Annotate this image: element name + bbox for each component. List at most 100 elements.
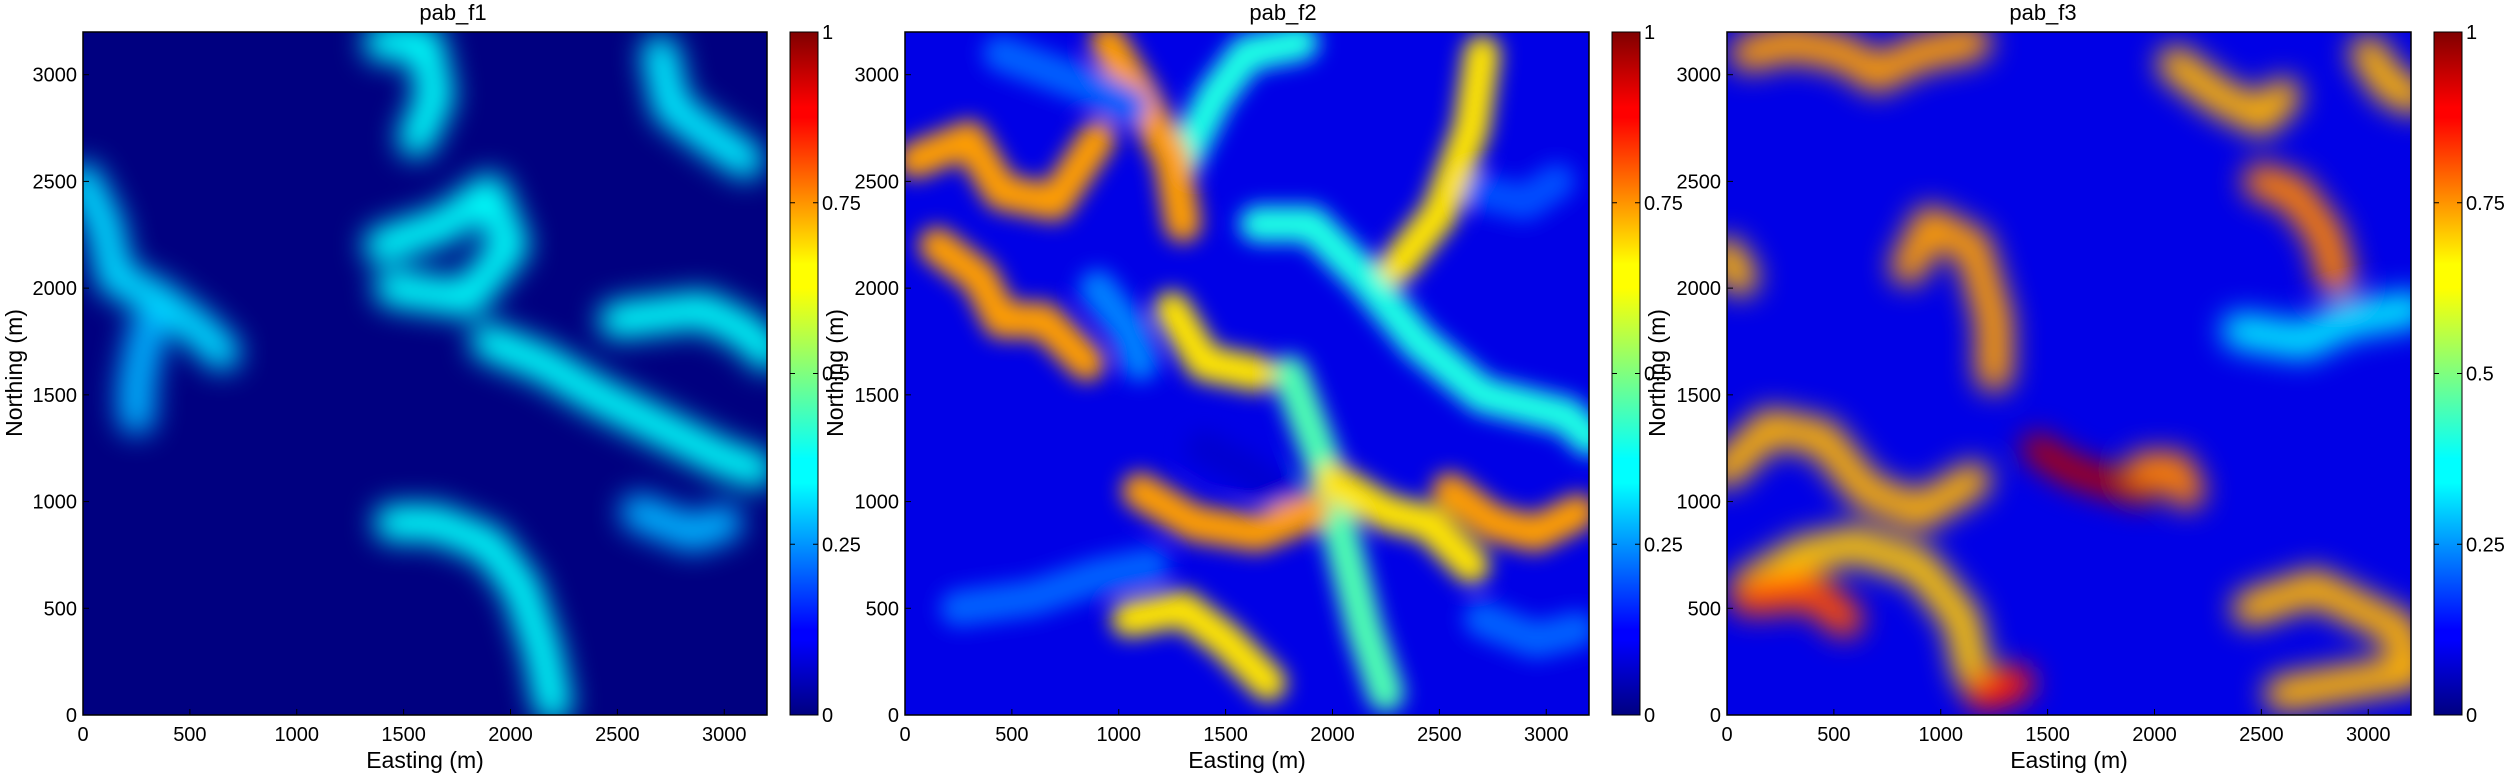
field-region <box>2021 433 2159 506</box>
field-region <box>983 35 1148 125</box>
field-region <box>83 163 241 371</box>
colorbar-tick-label: 0.5 <box>2466 364 2494 386</box>
field-region <box>374 504 572 715</box>
x-tick-label: 1000 <box>1919 724 1964 746</box>
x-axis-ticks: 0 500 1000 1500 2000 2500 3000 <box>899 709 1569 746</box>
y-axis-label: Northing (m) <box>1644 309 1670 437</box>
colorbar-tick-label: 1 <box>822 22 833 44</box>
y-tick-label: 3000 <box>1677 65 1722 87</box>
colorbar-tick-label: 1 <box>2466 22 2477 44</box>
y-tick-label: 1500 <box>1677 385 1722 407</box>
field-region <box>940 547 1169 627</box>
x-tick-label: 2000 <box>1310 724 1355 746</box>
colorbar-tick-label: 0 <box>2466 705 2477 727</box>
x-tick-label: 2500 <box>1417 724 1462 746</box>
field-region <box>1727 237 1758 296</box>
field-region <box>2125 451 2205 510</box>
field-region <box>2157 45 2301 136</box>
heatmap-plot-area <box>83 32 767 715</box>
y-tick-label: 2500 <box>33 171 78 193</box>
heatmap-plot-area <box>1727 32 2411 715</box>
field-region <box>1079 269 1159 381</box>
y-tick-label: 500 <box>866 598 899 620</box>
colorbar-tick-label: 0.75 <box>2466 193 2505 215</box>
colorbar-tick-label: 0.75 <box>1644 193 1683 215</box>
colorbar-tick-label: 0 <box>1644 705 1655 727</box>
plot-frame <box>904 31 1590 716</box>
y-tick-label: 0 <box>66 705 77 727</box>
x-tick-label: 2000 <box>2132 724 2177 746</box>
field-region <box>2221 291 2411 360</box>
y-tick-label: 1000 <box>33 492 78 514</box>
y-tick-label: 2000 <box>1677 278 1722 300</box>
colorbar-tick-label: 1 <box>1644 22 1655 44</box>
field-region <box>118 312 166 435</box>
x-tick-label: 2000 <box>488 724 533 746</box>
x-tick-label: 500 <box>1817 724 1850 746</box>
chart-title: pab_f1 <box>419 0 486 25</box>
chart-title: pab_f3 <box>2009 0 2076 25</box>
colorbar-ticks: 0 0.25 0.5 0.75 1 <box>790 22 861 727</box>
x-axis-ticks: 0 500 1000 1500 2000 2500 3000 <box>77 709 747 746</box>
x-axis-label: Easting (m) <box>366 747 484 773</box>
y-axis-ticks: 0 500 1000 1500 2000 2500 3000 <box>33 65 89 727</box>
field-region <box>1089 32 1202 243</box>
y-tick-label: 1500 <box>33 385 78 407</box>
heatmap-plot-area <box>905 32 1589 715</box>
x-tick-label: 500 <box>995 724 1028 746</box>
field-region <box>1965 664 2034 712</box>
y-tick-label: 3000 <box>855 65 900 87</box>
field-region <box>1154 291 1276 392</box>
colorbar-tick-label: 0.25 <box>2466 534 2505 556</box>
panel-1: pab_f1 0 500 1000 1500 2000 2500 3000 0 500 1000… <box>1 0 861 773</box>
x-tick-label: 3000 <box>702 724 747 746</box>
panel-3: pab_f3 0 500 1000 1500 2000 2500 3000 05001000… <box>1644 0 2505 773</box>
field-region <box>364 173 529 317</box>
y-tick-label: 0 <box>888 705 899 727</box>
colorbar-ticks: 0 0.25 0.5 0.75 1 <box>2434 22 2505 727</box>
colorbar-tick-label: 0.75 <box>822 193 861 215</box>
x-tick-label: 0 <box>77 724 88 746</box>
heatmap-field <box>905 32 1589 712</box>
field-region <box>1463 163 1576 221</box>
colorbar-tick-label: 0.25 <box>822 534 861 556</box>
x-tick-label: 1500 <box>381 724 426 746</box>
x-tick-label: 2500 <box>595 724 640 746</box>
field-region <box>470 323 767 488</box>
field-region <box>1378 35 1501 285</box>
colorbar-tick-label: 0.25 <box>1644 534 1683 556</box>
field-region <box>2350 35 2411 115</box>
field-region <box>620 494 743 552</box>
y-tick-label: 2500 <box>1677 171 1722 193</box>
field-region <box>1164 32 1319 179</box>
y-axis-ticks: 0 500 1000 1500 2000 2500 3000 <box>1677 65 1733 727</box>
field-region <box>918 227 1105 381</box>
y-tick-label: 2500 <box>855 171 900 193</box>
y-tick-label: 0 <box>1710 705 1721 727</box>
x-tick-label: 1500 <box>2025 724 2070 746</box>
y-axis-label: Northing (m) <box>1 309 27 437</box>
plot-frame <box>1726 31 2412 716</box>
field-region <box>1890 205 2013 392</box>
x-tick-label: 3000 <box>1524 724 1569 746</box>
x-axis-ticks: 0 500 1000 1500 2000 2500 3000 <box>1721 709 2391 746</box>
field-region <box>2232 568 2411 712</box>
field-region <box>1730 32 1991 93</box>
x-tick-label: 1500 <box>1203 724 1248 746</box>
colorbar-tick-label: 0 <box>822 705 833 727</box>
field-region <box>364 32 454 157</box>
y-tick-label: 500 <box>44 598 77 620</box>
y-tick-label: 500 <box>1688 598 1721 620</box>
field-region <box>1239 205 1589 456</box>
y-tick-label: 2000 <box>855 278 900 300</box>
field-region <box>2243 163 2355 296</box>
chart-title: pab_f2 <box>1249 0 1316 25</box>
field-region <box>1271 355 1405 712</box>
field-region <box>1431 472 1589 552</box>
field-region <box>1730 573 1863 638</box>
field-region <box>1727 408 1991 531</box>
x-axis-label: Easting (m) <box>1188 747 1306 773</box>
heatmap-field <box>83 32 767 715</box>
field-region <box>641 35 764 179</box>
